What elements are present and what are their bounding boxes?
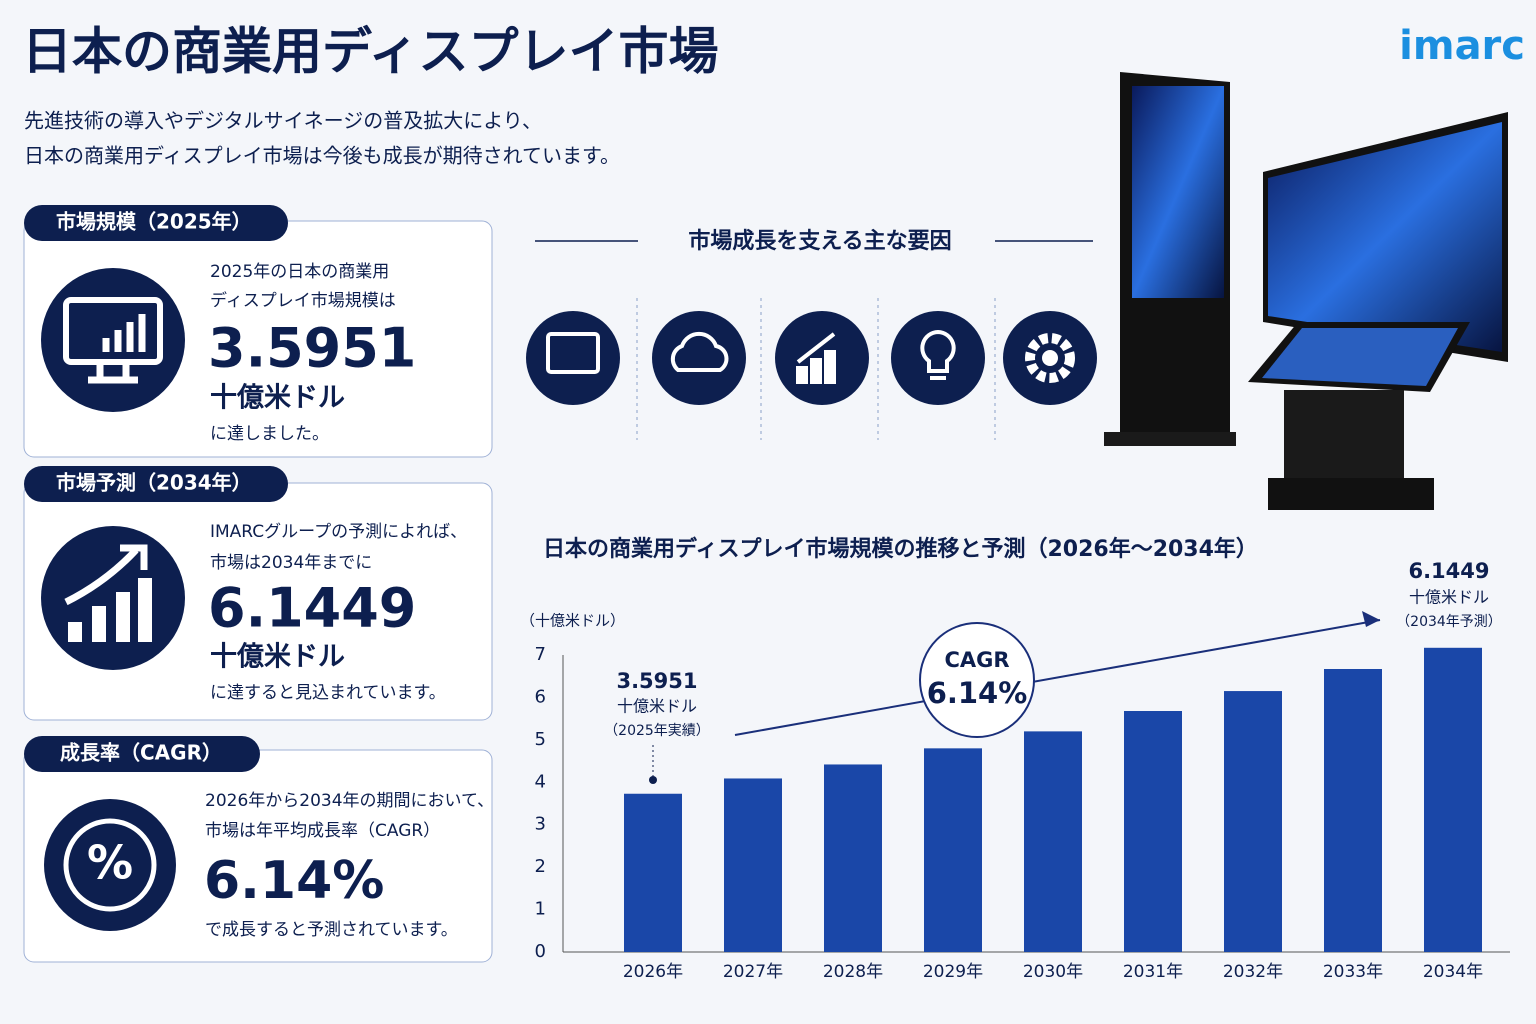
card-text: 2026年から2034年の期間において、 xyxy=(205,791,494,811)
card-heading: 市場予測（2034年） xyxy=(56,471,252,495)
icon xyxy=(891,311,985,405)
cagr-value: 6.14% xyxy=(927,676,1028,710)
x-tick-label: 2026年 xyxy=(623,962,683,982)
icon xyxy=(1025,333,1075,383)
icon xyxy=(63,297,163,365)
card-figure: 3.5951 xyxy=(208,317,416,380)
annotation: 十億米ドル xyxy=(1409,588,1489,607)
card-pill xyxy=(24,205,288,241)
cagr-badge xyxy=(919,622,1035,738)
card-text: 市場は2034年までに xyxy=(210,553,372,573)
arrow-head xyxy=(1362,611,1380,627)
plot: 0 1 2 3 4 5 6 7 2026年 2027年 2028年 2029年 2030年 2031年 20… xyxy=(535,644,1484,982)
card-text: に達すると見込まれています。 xyxy=(210,683,446,703)
x-tick-label: 2034年 xyxy=(1423,962,1483,982)
divider xyxy=(636,298,996,440)
subtitle: 日本の商業用ディスプレイ市場は今後も成長が期待されています。 xyxy=(24,144,620,168)
icon xyxy=(88,314,146,384)
x-tick-label: 2028年 xyxy=(823,962,883,982)
y-tick-label: 7 xyxy=(535,644,546,665)
table-base xyxy=(1268,478,1434,510)
page-title: 日本の商業用ディスプレイ市場 xyxy=(22,23,719,81)
icon xyxy=(670,331,729,372)
bar xyxy=(1024,731,1082,952)
card: 市場規模（2025年） 2025年の日本の商業用 ディスプレイ市場規模は 3.5… xyxy=(23,205,493,458)
bar xyxy=(1124,711,1182,952)
kiosk-screen xyxy=(1132,86,1224,298)
bar xyxy=(724,778,782,952)
icon xyxy=(1042,350,1058,366)
icon xyxy=(41,526,185,670)
y-tick-label: 3 xyxy=(535,814,546,835)
trend-arrow xyxy=(734,619,1381,736)
annotation-dot xyxy=(649,776,657,784)
card-text: 2025年の日本の商業用 xyxy=(210,262,389,282)
card-pill xyxy=(24,466,288,502)
y-tick-label: 2 xyxy=(535,856,546,877)
card-text: で成長すると予測されています。 xyxy=(205,920,458,940)
card-text: IMARCグループの予測によれば、 xyxy=(210,522,467,542)
icon xyxy=(546,332,600,374)
card: 市場予測（2034年） IMARCグループの予測によれば、 市場は2034年まで… xyxy=(23,466,493,721)
card-pill xyxy=(24,736,260,772)
annotation: 3.5951 xyxy=(616,669,697,693)
card-figure: 6.1449 xyxy=(208,577,416,640)
y-axis-label: （十億米ドル） xyxy=(520,612,625,630)
x-tick-label: 2033年 xyxy=(1323,962,1383,982)
card-unit: 十億米ドル xyxy=(210,642,345,673)
y-tick-label: 6 xyxy=(535,686,546,707)
icon xyxy=(526,311,620,405)
kiosk-base xyxy=(1104,432,1236,446)
y-tick-label: 4 xyxy=(535,771,546,792)
annotation: 6.1449 xyxy=(1408,559,1489,583)
card-heading: 市場規模（2025年） xyxy=(56,210,252,234)
icon xyxy=(68,578,152,642)
card: 成長率（CAGR） % 2026年から2034年の期間において、 市場は年平均成… xyxy=(23,736,494,963)
x-tick-label: 2030年 xyxy=(1023,962,1083,982)
icon xyxy=(63,818,157,912)
bar xyxy=(924,748,982,952)
card-text: に達しました。 xyxy=(210,424,329,444)
x-tick-label: 2031年 xyxy=(1123,962,1183,982)
logo: imarc xyxy=(1399,23,1525,69)
annotation: （2034年予測） xyxy=(1396,614,1502,630)
bar xyxy=(1424,647,1482,952)
card-figure: 6.14% xyxy=(204,851,384,911)
icon xyxy=(64,544,148,606)
x-tick-label: 2032年 xyxy=(1223,962,1283,982)
annotation: 十億米ドル xyxy=(617,697,697,716)
factors-title: 市場成長を支える主な要因 xyxy=(688,228,951,254)
bar xyxy=(1324,669,1382,952)
subtitle: 先進技術の導入やデジタルサイネージの普及拡大により、 xyxy=(24,109,542,133)
icon xyxy=(44,799,176,931)
card-unit: 十億米ドル xyxy=(210,383,345,414)
bar xyxy=(824,764,882,952)
display-illustration xyxy=(1104,72,1508,510)
y-tick-label: 5 xyxy=(535,729,546,750)
bar xyxy=(624,793,682,952)
x-tick-label: 2029年 xyxy=(923,962,983,982)
card-text: ディスプレイ市場規模は xyxy=(210,290,396,311)
bar xyxy=(1224,691,1282,952)
icon: % xyxy=(87,836,133,890)
cagr-label: CAGR xyxy=(944,648,1009,672)
card-text: 市場は年平均成長率（CAGR） xyxy=(205,821,440,841)
icon xyxy=(796,332,836,384)
y-tick-label: 1 xyxy=(535,899,546,920)
video-wall-screen xyxy=(1268,122,1502,352)
icon xyxy=(41,268,185,412)
y-tick-label: 0 xyxy=(535,941,546,962)
table-screen xyxy=(1262,328,1458,386)
icon xyxy=(652,311,746,405)
icon xyxy=(920,329,956,380)
annotation: （2025年実績） xyxy=(604,723,710,739)
x-tick-label: 2027年 xyxy=(723,962,783,982)
card-heading: 成長率（CAGR） xyxy=(60,741,222,765)
factor-icons xyxy=(526,311,1097,405)
table-stand xyxy=(1284,390,1404,480)
chart-title: 日本の商業用ディスプレイ市場規模の推移と予測（2026年～2034年） xyxy=(543,536,1258,562)
